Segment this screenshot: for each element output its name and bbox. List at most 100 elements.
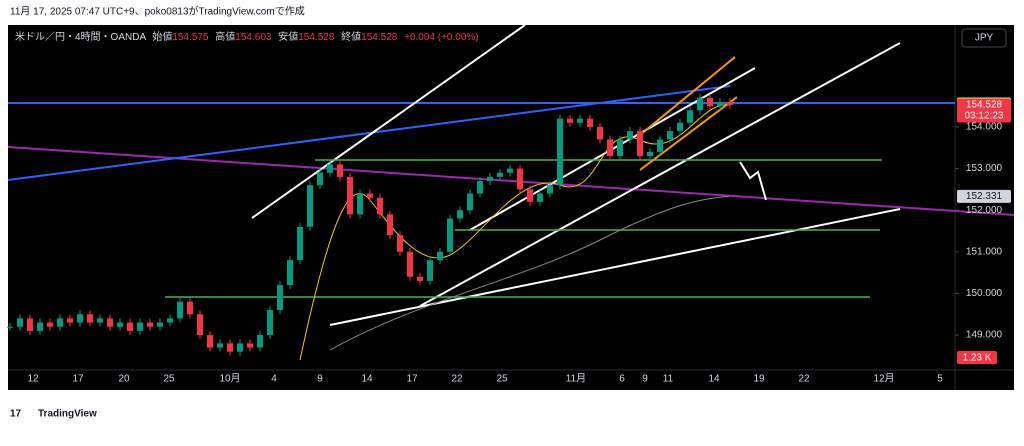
- candle-body: [237, 343, 243, 352]
- candle-body: [707, 97, 713, 107]
- y-tick-label: 152.000: [966, 205, 1003, 216]
- x-tick-label: 22: [798, 374, 810, 385]
- currency-button[interactable]: [961, 28, 1007, 48]
- candle-body: [347, 176, 353, 215]
- symbol: 米ドル／円・4時間・OANDA: [15, 30, 146, 43]
- candle-body: [377, 197, 383, 215]
- drawings: [7, 24, 1015, 361]
- logo-text: TradingView: [38, 409, 97, 420]
- candle-body: [177, 301, 183, 319]
- candle-body: [447, 218, 453, 252]
- x-tick-label: 9: [317, 374, 323, 385]
- candle-body: [677, 122, 683, 132]
- candle-body: [47, 322, 53, 327]
- y-tick-label: 153.000: [966, 163, 1003, 174]
- candle-body: [67, 318, 73, 323]
- candle-body: [327, 164, 333, 173]
- volume-label-bg: [957, 351, 997, 364]
- candle-body: [147, 322, 153, 327]
- trend-line: [329, 208, 901, 326]
- candle-body: [477, 181, 483, 194]
- candle-body: [597, 126, 603, 140]
- candle-body: [637, 131, 643, 157]
- x-tick-label: 19: [753, 374, 765, 385]
- x-tick-label: 12月: [873, 373, 894, 385]
- candle-body: [27, 318, 33, 331]
- low-label: 安値: [278, 30, 298, 43]
- y-tick-label: 151.000: [966, 246, 1003, 257]
- price-label: 152.331: [966, 191, 1003, 202]
- candle-body: [697, 97, 703, 111]
- x-tick-label: 14: [708, 374, 720, 385]
- candle-body: [117, 322, 123, 327]
- candle-body: [497, 172, 503, 177]
- change: +0.004 (+0.00%): [404, 32, 479, 43]
- candle-body: [87, 314, 93, 323]
- candle-body: [457, 210, 463, 219]
- candle-body: [7, 326, 13, 328]
- candle-body: [297, 226, 303, 261]
- candle-body: [357, 193, 363, 215]
- candle-body: [127, 322, 133, 331]
- candle-body: [517, 168, 523, 190]
- open-value: 154.575: [172, 32, 209, 43]
- candle-body: [257, 335, 263, 348]
- x-tick-label: 11: [663, 374, 674, 385]
- currency-label[interactable]: JPY: [975, 33, 994, 44]
- close-label: 終値: [341, 30, 361, 43]
- x-tick-label: 5: [937, 374, 943, 385]
- candle-body: [727, 101, 733, 105]
- x-tick-label: 22: [451, 374, 463, 385]
- candle-body: [667, 131, 673, 140]
- moving-average: [329, 195, 731, 351]
- open-label: 始値: [152, 30, 172, 43]
- candle-body: [77, 314, 83, 323]
- candle-body: [367, 193, 373, 198]
- moving-average: [299, 104, 731, 361]
- candle-body: [207, 335, 213, 348]
- x-tick-label: 25: [496, 374, 508, 385]
- candle-body: [547, 185, 553, 194]
- x-tick-label: 11月: [566, 373, 586, 385]
- candle-body: [227, 343, 233, 352]
- candle-body: [157, 322, 163, 327]
- price-label: 154.528: [966, 100, 1003, 111]
- candle-body: [717, 101, 723, 107]
- price-label-bg: [957, 189, 1011, 203]
- candle-body: [317, 172, 323, 186]
- candle-body: [607, 139, 613, 157]
- y-tick-label: 150.000: [966, 288, 1003, 299]
- x-tick-label: 4: [271, 374, 277, 385]
- candle-body: [507, 168, 513, 173]
- candle-body: [137, 322, 143, 331]
- x-tick-label: 10月: [219, 373, 240, 385]
- candle-body: [467, 193, 473, 211]
- low-value: 154.528: [298, 32, 335, 43]
- candle-body: [197, 314, 203, 336]
- header: 米ドル／円・4時間・OANDA 始値154.575 高値154.603 安値15…: [15, 30, 479, 43]
- x-tick-label: 17: [406, 374, 418, 385]
- candle-body: [267, 310, 273, 336]
- close-value: 154.528: [361, 32, 398, 43]
- arrow-drawing: [739, 161, 767, 201]
- candle-body: [437, 251, 443, 261]
- candle-body: [97, 318, 103, 323]
- y-tick-label: 149.000: [966, 330, 1003, 341]
- channel-line: [639, 96, 738, 171]
- candle-body: [657, 139, 663, 152]
- caption: 11月 17, 2025 07:47 UTC+9、poko0813がTradin…: [10, 5, 305, 18]
- logo-mark: 17: [10, 409, 22, 420]
- candle-body: [217, 343, 223, 348]
- candle-body: [57, 318, 63, 327]
- x-tick-label: 20: [118, 374, 130, 385]
- y-tick-label: 154.000: [966, 122, 1003, 133]
- candle-body: [397, 235, 403, 252]
- trend-line: [251, 24, 526, 219]
- x-tick-label: 6: [619, 374, 625, 385]
- candle-body: [617, 139, 623, 157]
- candle-body: [287, 260, 293, 286]
- candle-body: [557, 118, 563, 186]
- trend-line: [419, 42, 901, 307]
- candle-body: [307, 185, 313, 227]
